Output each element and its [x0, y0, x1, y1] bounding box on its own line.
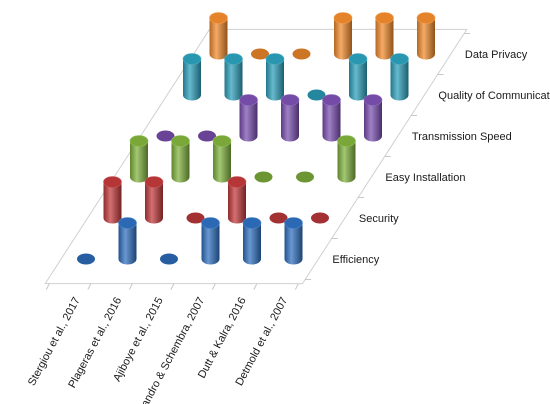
bar-efficiency-5 — [242, 217, 262, 265]
series-label: Efficiency — [332, 254, 379, 266]
bar-quality-of-communication-6 — [390, 53, 409, 101]
bar-security-6 — [311, 212, 329, 224]
bar-security-3 — [186, 212, 205, 224]
bar-data-privacy-5 — [375, 12, 394, 60]
bar-quality-of-communication-5 — [348, 53, 368, 101]
bar-security-1 — [103, 176, 122, 224]
series-label: Quality of Communication — [438, 90, 550, 102]
chart-bars — [77, 12, 436, 265]
category-tick — [211, 283, 216, 290]
category-tick — [294, 283, 299, 290]
bar-data-privacy-4 — [333, 12, 353, 60]
category-tick — [128, 283, 133, 290]
bar-security-5 — [269, 212, 288, 224]
bar-efficiency-3 — [160, 253, 178, 265]
bar-quality-of-communication-1 — [182, 53, 202, 101]
bar-data-privacy-3 — [292, 48, 311, 60]
bar-transmission-speed-6 — [363, 94, 383, 142]
bar-transmission-speed-1 — [156, 130, 175, 142]
bar-easy-installation-1 — [129, 135, 149, 183]
bar-transmission-speed-5 — [322, 94, 341, 142]
bar-security-2 — [144, 176, 164, 224]
bar-transmission-speed-4 — [280, 94, 300, 142]
bar-easy-installation-4 — [254, 171, 273, 183]
bar-transmission-speed-2 — [198, 130, 216, 142]
category-tick — [45, 283, 50, 290]
bar-easy-installation-6 — [337, 135, 356, 183]
bar-efficiency-2 — [118, 217, 137, 265]
series-label: Transmission Speed — [412, 131, 512, 143]
bar-efficiency-6 — [284, 217, 303, 265]
bar-data-privacy-2 — [251, 48, 269, 60]
bar-transmission-speed-3 — [239, 94, 258, 142]
bar-easy-installation-3 — [212, 135, 232, 183]
bar-data-privacy-6 — [416, 12, 436, 60]
bar-efficiency-1 — [77, 253, 95, 265]
bar-efficiency-4 — [201, 217, 220, 265]
series-label: Security — [359, 213, 399, 225]
bar-data-privacy-1 — [209, 12, 228, 60]
bar-security-4 — [227, 176, 247, 224]
bar-quality-of-communication-3 — [265, 53, 285, 101]
bar-quality-of-communication-2 — [224, 53, 243, 101]
bar-quality-of-communication-4 — [307, 89, 326, 101]
category-tick — [253, 283, 258, 290]
series-label: Data Privacy — [465, 49, 528, 61]
category-label: Licandro & Schembra, 2007 — [133, 295, 208, 404]
category-tick — [87, 283, 92, 290]
bar-easy-installation-2 — [171, 135, 190, 183]
series-label: Easy Installation — [385, 172, 465, 184]
category-tick — [170, 283, 175, 290]
bar-easy-installation-5 — [296, 171, 314, 183]
